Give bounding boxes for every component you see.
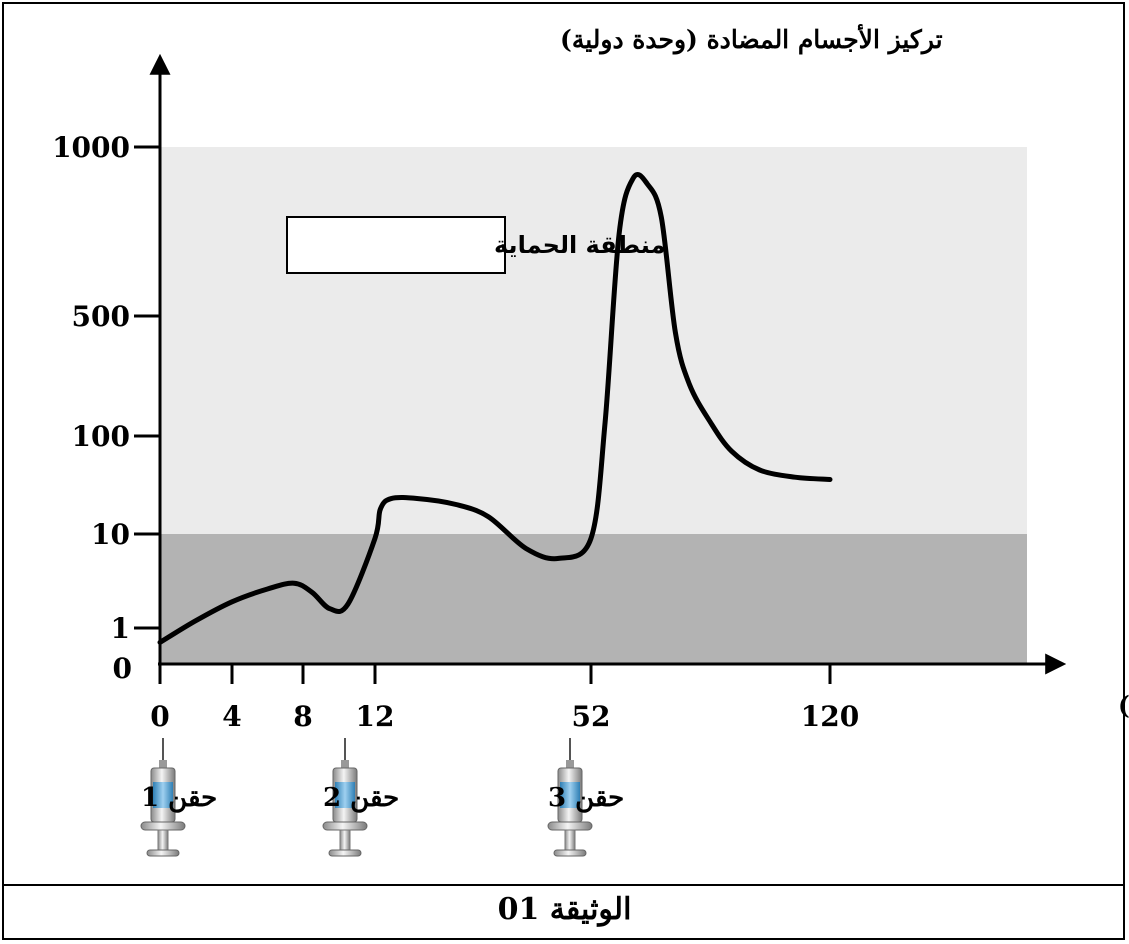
x-tick-label: 52: [572, 700, 611, 733]
document-caption: الوثيقة 01: [497, 892, 632, 927]
injection-label: حقن 3: [548, 783, 624, 813]
protection-zone-label-box: منطقة الحماية: [286, 216, 665, 274]
syringe-icon: [547, 738, 593, 857]
injection-label: حقن 1: [141, 783, 217, 813]
non-protection-zone: [160, 534, 1027, 664]
antibody-curve: [157, 172, 833, 645]
injection-label: حقن 2: [323, 783, 399, 813]
x-tick-label: 8: [293, 700, 312, 733]
x-tick-label: 4: [222, 700, 241, 733]
y-tick-label: 0: [113, 652, 132, 685]
y-axis-label: تركيز الأجسام المضادة (وحدة دولية): [560, 22, 943, 55]
injection-marker: حقن 1: [140, 738, 217, 857]
x-tick-label: 0: [150, 700, 169, 733]
syringe-icon: [322, 738, 368, 857]
injections: حقن 1 حقن 2 حقن 3: [140, 738, 624, 857]
x-ticks: 0 4 8 12 52 120: [150, 664, 859, 733]
x-tick-label: 12: [356, 700, 395, 733]
y-tick-label: 1: [111, 612, 130, 645]
protection-zone-label: منطقة الحماية: [494, 231, 665, 259]
protection-zone: [160, 147, 1027, 534]
injection-marker: حقن 2: [322, 738, 399, 857]
syringe-icon: [140, 738, 186, 857]
caption-divider: [2, 884, 1125, 886]
y-tick-label: 1000: [52, 131, 130, 164]
y-tick-label: 10: [91, 518, 130, 551]
y-tick-label: 100: [72, 420, 130, 453]
injection-marker: حقن 3: [547, 738, 624, 857]
x-axis-label: الزمن (الأيام): [1118, 688, 1129, 721]
x-tick-label: 120: [801, 700, 859, 733]
y-tick-label: 500: [72, 300, 130, 333]
